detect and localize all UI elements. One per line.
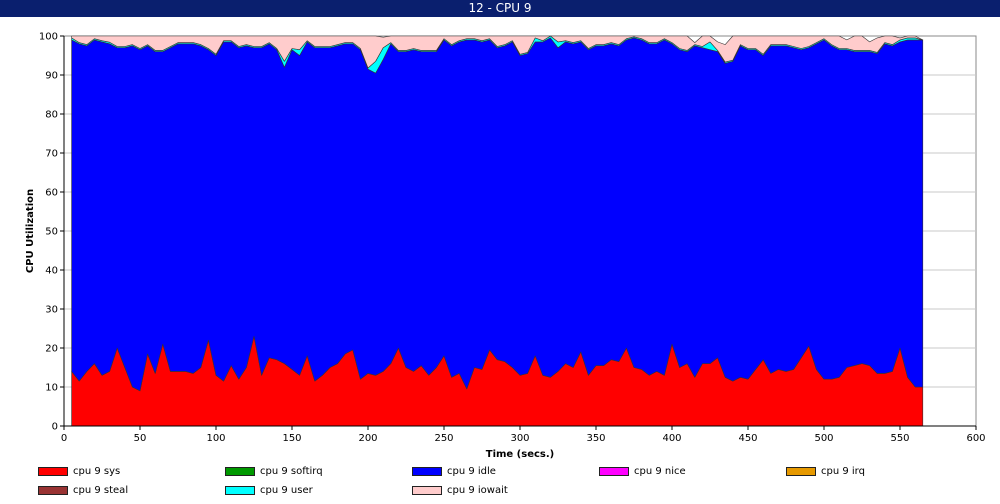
- cpu-utilization-chart: 0 10 20 30 40 50 60 70 80 90 100 0 50 100 150 200 250 300…: [25, 32, 986, 461]
- legend-swatch: [38, 485, 68, 495]
- y-tick-label: 20: [45, 344, 58, 355]
- x-tick-label: 400: [662, 433, 681, 444]
- area-cpu-9-idle: [71, 37, 924, 392]
- legend-item-cpu-9-sys: cpu 9 sys: [38, 466, 120, 478]
- legend-item-cpu-9-iowait: cpu 9 iowait: [412, 485, 508, 497]
- y-tick-label: 90: [45, 71, 58, 82]
- y-tick-label: 80: [45, 110, 58, 121]
- legend-label: cpu 9 idle: [447, 466, 496, 477]
- x-tick-label: 200: [358, 433, 377, 444]
- x-tick-label: 350: [586, 433, 605, 444]
- legend-item-cpu-9-idle: cpu 9 idle: [412, 466, 496, 478]
- legend: cpu 9 sys cpu 9 softirq cpu 9 idle cpu 9 ni…: [0, 465, 1000, 504]
- legend-swatch: [599, 466, 629, 476]
- legend-swatch: [38, 466, 68, 476]
- legend-label: cpu 9 softirq: [260, 466, 323, 477]
- x-tick-label: 100: [206, 433, 225, 444]
- x-tick-label: 50: [134, 433, 147, 444]
- legend-item-cpu-9-user: cpu 9 user: [225, 485, 313, 497]
- axes: 0 10 20 30 40 50 60 70 80 90 100 0 50 100 150 200 250 300…: [39, 32, 986, 445]
- legend-label: cpu 9 iowait: [447, 485, 508, 496]
- x-tick-label: 600: [966, 433, 985, 444]
- y-tick-label: 60: [45, 188, 58, 199]
- x-axis-title: Time (secs.): [486, 449, 555, 460]
- y-tick-label: 40: [45, 266, 58, 277]
- legend-label: cpu 9 steal: [73, 485, 129, 496]
- x-tick-label: 300: [510, 433, 529, 444]
- area-cpu-9-iowait: [71, 35, 924, 69]
- legend-label: cpu 9 sys: [73, 466, 121, 477]
- legend-label: cpu 9 nice: [634, 466, 686, 477]
- legend-item-cpu-9-nice: cpu 9 nice: [599, 466, 686, 478]
- y-tick-label: 0: [52, 422, 58, 433]
- x-tick-label: 150: [282, 433, 301, 444]
- x-tick-label: 550: [890, 433, 909, 444]
- legend-swatch: [225, 485, 255, 495]
- y-tick-label: 30: [45, 305, 58, 316]
- legend-label: cpu 9 irq: [821, 466, 865, 477]
- y-tick-label: 100: [39, 32, 58, 43]
- legend-swatch: [225, 466, 255, 476]
- legend-item-cpu-9-steal: cpu 9 steal: [38, 485, 128, 497]
- legend-swatch: [412, 466, 442, 476]
- y-axis-title: CPU Utilization: [25, 189, 36, 273]
- y-tick-label: 10: [45, 383, 58, 394]
- window-title: 12 - CPU 9: [0, 0, 1000, 17]
- legend-item-cpu-9-softirq: cpu 9 softirq: [225, 466, 323, 478]
- x-tick-label: 450: [738, 433, 757, 444]
- legend-label: cpu 9 user: [260, 485, 313, 496]
- x-tick-label: 500: [814, 433, 833, 444]
- legend-item-cpu-9-irq: cpu 9 irq: [786, 466, 865, 478]
- x-tick-label: 0: [61, 433, 67, 444]
- series-areas: [71, 35, 924, 427]
- legend-swatch: [412, 485, 442, 495]
- y-tick-label: 70: [45, 149, 58, 160]
- x-tick-label: 250: [434, 433, 453, 444]
- y-tick-label: 50: [45, 227, 58, 238]
- legend-swatch: [786, 466, 816, 476]
